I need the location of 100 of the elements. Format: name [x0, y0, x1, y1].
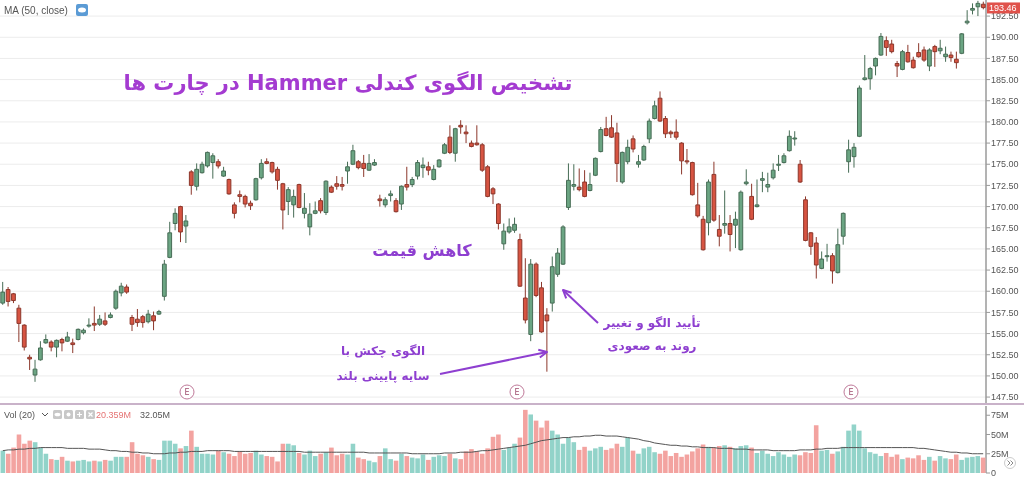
- bar: [501, 449, 507, 473]
- candlestick: [587, 172, 593, 192]
- candlestick: [258, 158, 264, 180]
- bar: [835, 451, 841, 473]
- y-tick-label: 147.50: [991, 392, 1019, 403]
- candlestick: [91, 305, 97, 332]
- candlestick: [652, 100, 658, 120]
- bar: [528, 414, 533, 473]
- candlestick: [700, 215, 706, 252]
- y-tick-label: 180.00: [991, 117, 1019, 128]
- candlestick: [97, 314, 103, 327]
- y-tick-label: 152.50: [991, 349, 1019, 360]
- bar: [431, 456, 437, 473]
- candlestick: [124, 283, 129, 295]
- bar: [216, 450, 221, 473]
- candlestick: [873, 57, 878, 76]
- bar: [318, 453, 323, 473]
- text: تشخیص الگوی کندلی Hammer در چارت ها: [123, 70, 573, 96]
- candlestick: [32, 359, 38, 383]
- y-tick-label: 25M: [991, 448, 1009, 459]
- candlestick: [900, 49, 905, 71]
- candlestick: [48, 339, 54, 352]
- candlestick: [409, 176, 415, 188]
- y-tick-label: 165.00: [991, 244, 1019, 255]
- annotation: تأیید الگو و تغییر روند به صعودی: [602, 315, 701, 354]
- bar: [830, 453, 835, 473]
- candlestick: [711, 161, 717, 223]
- candlestick: [592, 156, 598, 177]
- candlestick: [970, 2, 975, 15]
- candlestick: [43, 333, 49, 345]
- candlestick: [393, 197, 399, 214]
- candlestick: [318, 197, 323, 214]
- candlestick: [172, 207, 178, 231]
- annotation: MA (50, close): [4, 4, 68, 16]
- candlestick: [302, 192, 307, 219]
- y-tick-label: 155.00: [991, 328, 1019, 339]
- candlestick: [797, 159, 803, 184]
- y-tick-label: 172.50: [991, 180, 1019, 191]
- y-tick-label: 0: [991, 468, 997, 478]
- candlestick: [59, 337, 65, 352]
- candlestick: [167, 221, 173, 259]
- candlestick: [431, 164, 437, 181]
- candlestick: [38, 340, 43, 362]
- bar: [749, 447, 754, 473]
- bar: [264, 456, 270, 473]
- candlestick: [830, 252, 835, 285]
- candlestick: [636, 154, 641, 169]
- candlestick: [161, 259, 167, 302]
- candlestick: [64, 331, 70, 343]
- candlestick: [323, 179, 329, 216]
- y-tick-label: 190.00: [991, 32, 1019, 43]
- bar: [145, 456, 151, 473]
- candlestick: [54, 339, 59, 358]
- candlestick: [404, 166, 410, 191]
- bar: [49, 459, 54, 473]
- annotation: الگوی چکش با سایه پایینی بلند: [336, 344, 430, 383]
- candlestick: [840, 212, 846, 246]
- annotation: E: [848, 387, 854, 397]
- candlestick: [975, 0, 981, 17]
- candlestick: [350, 144, 356, 166]
- annotation: 20.359M: [96, 410, 132, 421]
- candlestick: [425, 161, 431, 176]
- candlestick: [307, 202, 313, 236]
- bar: [722, 445, 727, 473]
- bar: [189, 430, 194, 473]
- y-tick-label: 185.00: [991, 74, 1019, 85]
- y-tick-label: 182.50: [991, 95, 1019, 106]
- candlestick: [770, 162, 776, 180]
- y-tick-label: 150.00: [991, 371, 1019, 382]
- candlestick: [86, 317, 92, 329]
- bar: [178, 448, 183, 473]
- candlestick: [824, 243, 830, 263]
- candlestick: [716, 214, 722, 247]
- bar: [54, 459, 59, 473]
- annotation: کاهش قیمت: [372, 240, 473, 260]
- candlestick: [102, 311, 108, 327]
- candlestick: [894, 60, 900, 78]
- candlestick: [743, 168, 749, 186]
- y-tick-label: 192.50: [991, 11, 1019, 22]
- candlestick: [151, 311, 156, 331]
- bar: [92, 460, 97, 473]
- y-tick-label: 50M: [991, 429, 1009, 440]
- y-tick-label: 187.50: [991, 53, 1019, 64]
- candlestick: [496, 202, 501, 230]
- candlestick: [706, 178, 711, 236]
- bar: [70, 461, 76, 473]
- candlestick: [776, 154, 781, 172]
- candlestick: [727, 214, 733, 252]
- line-series: [2, 434, 984, 455]
- y-tick-label: 167.50: [991, 222, 1019, 233]
- candlestick: [108, 311, 113, 319]
- candlestick: [447, 124, 453, 155]
- candlestick: [641, 144, 647, 162]
- candlestick: [463, 124, 469, 144]
- candlestick: [388, 189, 394, 202]
- candlestick: [948, 51, 954, 63]
- candlestick: [221, 166, 226, 178]
- candlestick: [442, 142, 447, 155]
- candlestick: [943, 46, 948, 63]
- candlestick: [959, 32, 965, 55]
